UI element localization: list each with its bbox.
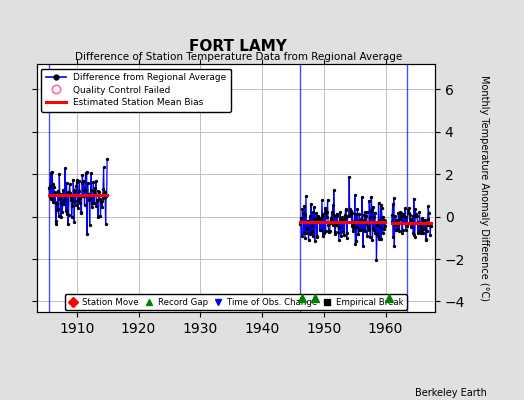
Text: Difference of Station Temperature Data from Regional Average: Difference of Station Temperature Data f… [75, 52, 402, 62]
Text: Berkeley Earth: Berkeley Earth [416, 388, 487, 398]
Text: FORT LAMY: FORT LAMY [190, 39, 287, 54]
Legend: Station Move, Record Gap, Time of Obs. Change, Empirical Break: Station Move, Record Gap, Time of Obs. C… [65, 294, 407, 310]
Y-axis label: Monthly Temperature Anomaly Difference (°C): Monthly Temperature Anomaly Difference (… [479, 75, 489, 301]
